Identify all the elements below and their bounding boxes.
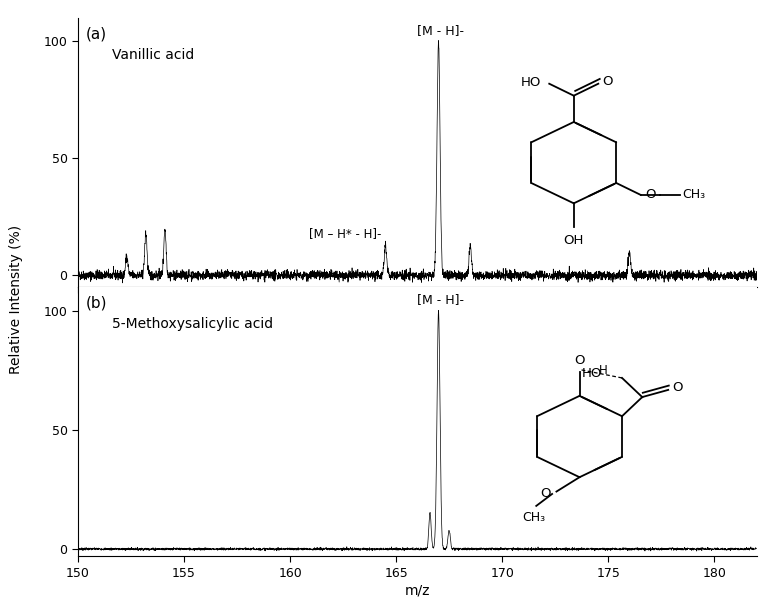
Text: Relative Intensity (%): Relative Intensity (%) — [9, 224, 23, 374]
Text: O: O — [603, 75, 613, 88]
Text: (a): (a) — [86, 26, 108, 41]
Text: [M - H]-: [M - H]- — [417, 293, 464, 306]
Text: HO: HO — [520, 76, 541, 89]
Text: 5-Methoxysalicylic acid: 5-Methoxysalicylic acid — [112, 317, 273, 331]
Text: O: O — [645, 188, 656, 202]
Text: [M - H]-: [M - H]- — [417, 24, 464, 36]
Text: CH₃: CH₃ — [682, 188, 706, 202]
Text: H: H — [599, 364, 608, 377]
Text: CH₃: CH₃ — [522, 511, 545, 524]
Text: HO: HO — [581, 367, 602, 380]
Text: OH: OH — [564, 234, 584, 248]
Text: (b): (b) — [86, 295, 108, 310]
Text: Vanillic acid: Vanillic acid — [112, 48, 194, 62]
Text: O: O — [574, 354, 585, 367]
Text: [M – H* - H]-: [M – H* - H]- — [309, 227, 381, 240]
Text: O: O — [541, 487, 551, 501]
X-axis label: m/z: m/z — [405, 584, 430, 598]
Text: O: O — [672, 381, 683, 394]
